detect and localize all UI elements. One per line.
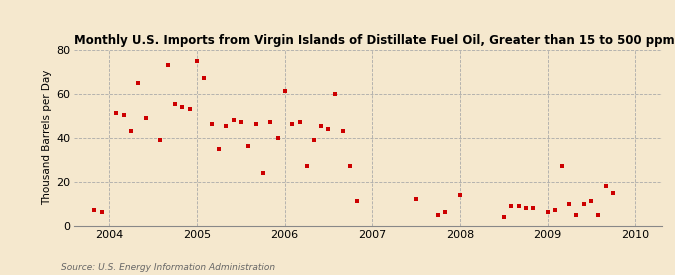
Point <box>579 201 590 206</box>
Point <box>236 120 246 124</box>
Point <box>198 76 209 80</box>
Point <box>169 102 180 107</box>
Point <box>163 63 173 67</box>
Point <box>257 170 268 175</box>
Point <box>527 206 538 210</box>
Point <box>228 118 239 122</box>
Point <box>586 199 597 204</box>
Point <box>286 122 297 127</box>
Point <box>338 129 349 133</box>
Point <box>316 124 327 129</box>
Point <box>557 164 568 168</box>
Point <box>177 104 188 109</box>
Point <box>89 208 100 212</box>
Point <box>213 146 224 151</box>
Point <box>97 210 108 214</box>
Point <box>140 116 151 120</box>
Point <box>250 122 261 127</box>
Point <box>410 197 421 201</box>
Point <box>608 190 619 195</box>
Point <box>593 212 604 217</box>
Point <box>433 212 443 217</box>
Point <box>184 107 195 111</box>
Point <box>272 135 283 140</box>
Point <box>126 129 136 133</box>
Point <box>265 120 275 124</box>
Point <box>119 113 130 118</box>
Point <box>571 212 582 217</box>
Text: Monthly U.S. Imports from Virgin Islands of Distillate Fuel Oil, Greater than 15: Monthly U.S. Imports from Virgin Islands… <box>74 34 675 47</box>
Text: Source: U.S. Energy Information Administration: Source: U.S. Energy Information Administ… <box>61 263 275 272</box>
Point <box>513 204 524 208</box>
Point <box>454 192 465 197</box>
Point <box>542 210 553 214</box>
Point <box>345 164 356 168</box>
Point <box>242 144 253 148</box>
Point <box>498 214 509 219</box>
Point <box>192 58 202 63</box>
Point <box>133 80 144 85</box>
Point <box>207 122 217 127</box>
Point <box>301 164 312 168</box>
Point <box>323 126 334 131</box>
Point <box>520 206 531 210</box>
Point <box>155 138 165 142</box>
Point <box>294 120 305 124</box>
Point <box>506 204 516 208</box>
Y-axis label: Thousand Barrels per Day: Thousand Barrels per Day <box>42 70 52 205</box>
Point <box>330 91 341 96</box>
Point <box>279 89 290 94</box>
Point <box>111 111 122 116</box>
Point <box>564 201 575 206</box>
Point <box>308 138 319 142</box>
Point <box>601 184 612 188</box>
Point <box>352 199 362 204</box>
Point <box>439 210 450 214</box>
Point <box>221 124 232 129</box>
Point <box>549 208 560 212</box>
